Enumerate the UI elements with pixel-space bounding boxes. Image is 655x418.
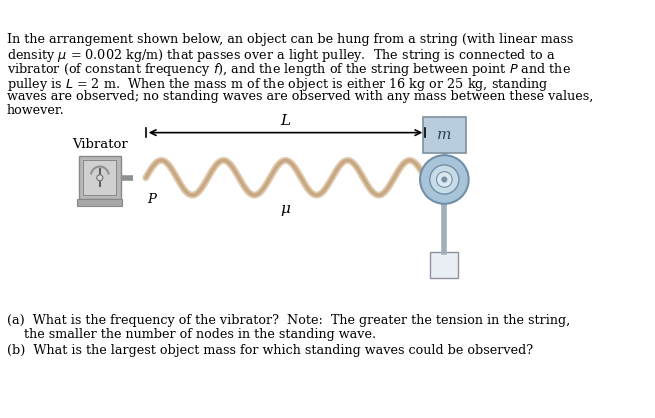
Bar (422, 117, 466, 153)
Bar (79, 156, 121, 199)
Text: m: m (437, 128, 451, 142)
Text: Vibrator: Vibrator (72, 138, 128, 151)
Circle shape (436, 172, 452, 187)
Circle shape (441, 177, 447, 182)
Text: vibrator (of constant frequency $f$), and the length of the string between point: vibrator (of constant frequency $f$), an… (7, 61, 571, 79)
Text: P: P (147, 194, 157, 206)
Text: In the arrangement shown below, an object can be hung from a string (with linear: In the arrangement shown below, an objec… (7, 33, 573, 46)
Text: the smaller the number of nodes in the standing wave.: the smaller the number of nodes in the s… (24, 328, 377, 342)
Text: however.: however. (7, 104, 65, 117)
Circle shape (97, 175, 103, 181)
Bar (83, 161, 117, 195)
Text: waves are observed; no standing waves are observed with any mass between these v: waves are observed; no standing waves ar… (7, 90, 593, 103)
Circle shape (430, 165, 459, 194)
Bar (77, 199, 122, 206)
Text: (a)  What is the frequency of the vibrator?  Note:  The greater the tension in t: (a) What is the frequency of the vibrato… (7, 314, 571, 327)
Text: density $\mu$ = 0.002 kg/m) that passes over a light pulley.  The string is conn: density $\mu$ = 0.002 kg/m) that passes … (7, 47, 555, 64)
Bar (430, 252, 458, 278)
Text: μ: μ (280, 202, 290, 216)
Text: pulley is $L$ = 2 m.  When the mass m of the object is either 16 kg or 25 kg, st: pulley is $L$ = 2 m. When the mass m of … (7, 76, 549, 93)
Text: (b)  What is the largest object mass for which standing waves could be observed?: (b) What is the largest object mass for … (7, 344, 533, 357)
Circle shape (420, 155, 468, 204)
Text: L: L (280, 114, 291, 128)
